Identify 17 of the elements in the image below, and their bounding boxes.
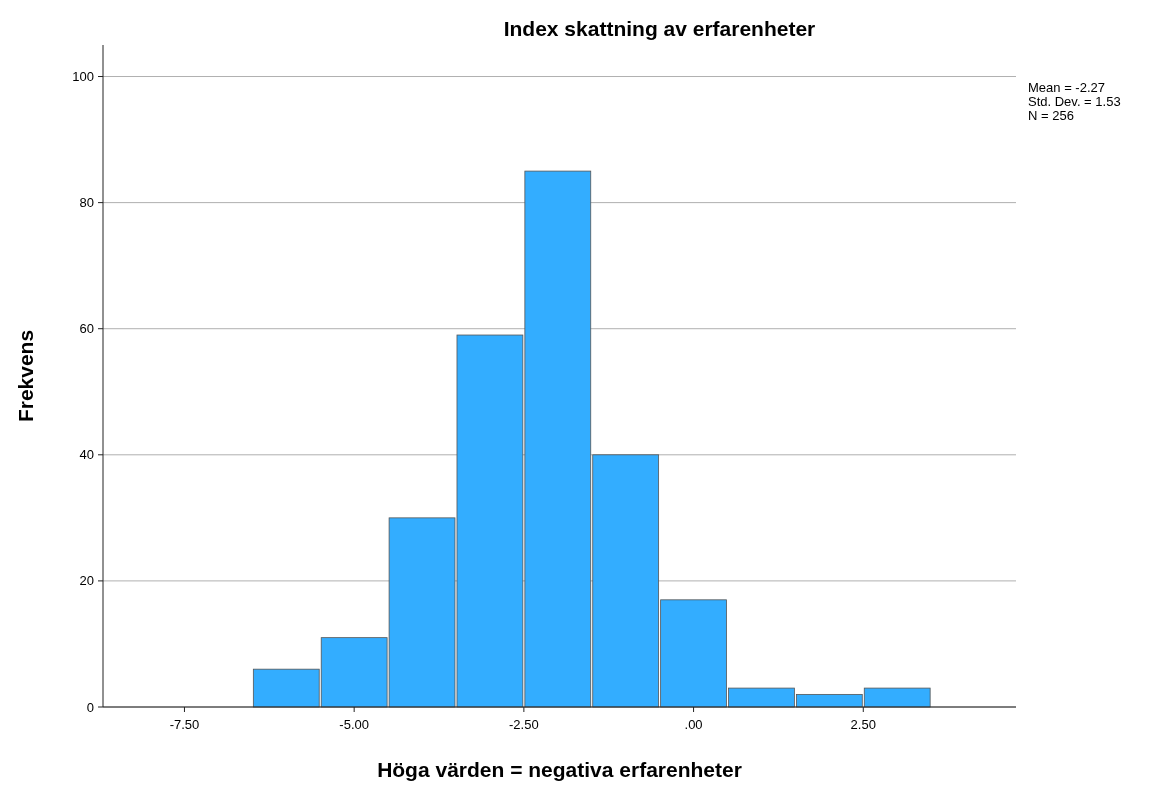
- y-tick-label: 80: [79, 195, 94, 211]
- text: Std. Dev. = 1.53: [1028, 94, 1121, 109]
- y-tick-label: 100: [72, 69, 94, 85]
- y-tick-label: 60: [79, 321, 94, 337]
- x-tick-label: -7.50: [169, 717, 200, 732]
- x-tick-label: .00: [684, 717, 703, 732]
- x-tick-label: 2.50: [850, 717, 876, 732]
- text: N = 256: [1028, 108, 1074, 123]
- y-tick-label: 0: [86, 699, 94, 715]
- text: Mean = -2.27: [1028, 80, 1105, 95]
- x-axis-title: Höga värden = negativa erfarenheter: [377, 758, 742, 781]
- y-tick-label: 40: [79, 447, 94, 463]
- y-axis-title: Frekvens: [14, 329, 37, 423]
- x-tick-label: -2.50: [509, 717, 539, 732]
- y-tick-label: 20: [79, 573, 94, 589]
- x-tick-label: -5.00: [339, 717, 369, 732]
- chart-title: Index skattning av erfarenheter: [503, 17, 816, 40]
